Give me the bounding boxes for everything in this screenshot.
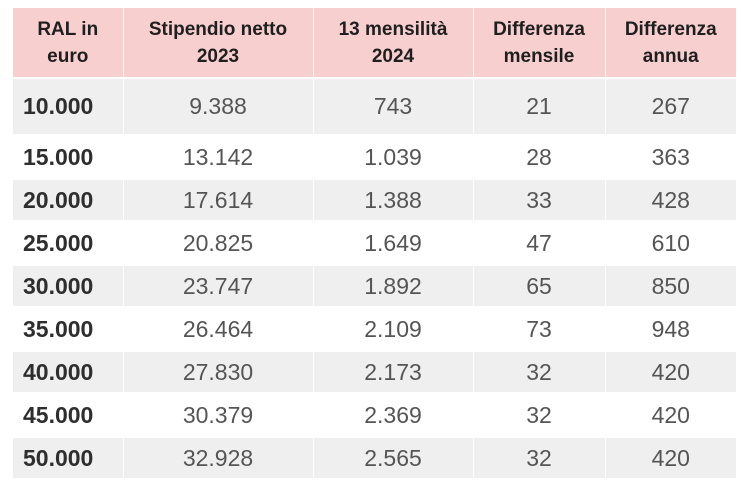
table-row: 25.000 20.825 1.649 47 610 bbox=[13, 221, 736, 266]
salary-table-container: RAL in euro Stipendio netto 2023 13 mensil… bbox=[13, 8, 736, 481]
diff-mensile-cell: 32 bbox=[473, 436, 606, 481]
table-row: 40.000 27.830 2.173 32 420 bbox=[13, 350, 736, 395]
ral-cell: 10.000 bbox=[13, 78, 124, 137]
stipendio-cell: 13.142 bbox=[123, 135, 314, 180]
tredicesima-cell: 1.649 bbox=[313, 221, 474, 266]
stipendio-cell: 30.379 bbox=[123, 393, 314, 438]
stipendio-cell: 20.825 bbox=[123, 221, 314, 266]
diff-mensile-cell: 33 bbox=[473, 178, 606, 223]
diff-annua-cell: 363 bbox=[605, 135, 736, 180]
tredicesima-cell: 1.039 bbox=[313, 135, 474, 180]
ral-cell: 30.000 bbox=[13, 264, 124, 309]
diff-mensile-cell: 28 bbox=[473, 135, 606, 180]
stipendio-cell: 32.928 bbox=[123, 436, 314, 481]
tredicesima-cell: 743 bbox=[313, 78, 474, 137]
table-row: 20.000 17.614 1.388 33 428 bbox=[13, 178, 736, 223]
tredicesima-cell: 1.388 bbox=[313, 178, 474, 223]
stipendio-cell: 17.614 bbox=[123, 178, 314, 223]
diff-mensile-cell: 21 bbox=[473, 78, 606, 137]
ral-cell: 50.000 bbox=[13, 436, 124, 481]
diff-annua-cell: 267 bbox=[605, 78, 736, 137]
ral-cell: 45.000 bbox=[13, 393, 124, 438]
header-stipendio-netto: Stipendio netto 2023 bbox=[123, 8, 314, 79]
tredicesima-cell: 2.173 bbox=[313, 350, 474, 395]
diff-annua-cell: 610 bbox=[605, 221, 736, 266]
diff-annua-cell: 850 bbox=[605, 264, 736, 309]
diff-mensile-cell: 32 bbox=[473, 350, 606, 395]
diff-mensile-cell: 47 bbox=[473, 221, 606, 266]
diff-annua-cell: 420 bbox=[605, 393, 736, 438]
diff-mensile-cell: 65 bbox=[473, 264, 606, 309]
table-row: 45.000 30.379 2.369 32 420 bbox=[13, 393, 736, 438]
table-row: 50.000 32.928 2.565 32 420 bbox=[13, 436, 736, 481]
salary-table: RAL in euro Stipendio netto 2023 13 mensil… bbox=[13, 8, 736, 481]
diff-annua-cell: 428 bbox=[605, 178, 736, 223]
header-row: RAL in euro Stipendio netto 2023 13 mensil… bbox=[13, 8, 736, 79]
table-row: 35.000 26.464 2.109 73 948 bbox=[13, 307, 736, 352]
header-tredicesima: 13 mensilità 2024 bbox=[313, 8, 474, 79]
table-row: 30.000 23.747 1.892 65 850 bbox=[13, 264, 736, 309]
diff-annua-cell: 948 bbox=[605, 307, 736, 352]
table-row: 15.000 13.142 1.039 28 363 bbox=[13, 135, 736, 180]
header-ral: RAL in euro bbox=[13, 8, 124, 79]
stipendio-cell: 23.747 bbox=[123, 264, 314, 309]
table-row: 10.000 9.388 743 21 267 bbox=[13, 78, 736, 137]
tredicesima-cell: 2.109 bbox=[313, 307, 474, 352]
header-differenza-annua: Differenza annua bbox=[605, 8, 736, 79]
diff-annua-cell: 420 bbox=[605, 436, 736, 481]
header-differenza-mensile: Differenza mensile bbox=[473, 8, 606, 79]
table-header: RAL in euro Stipendio netto 2023 13 mensil… bbox=[13, 8, 736, 79]
stipendio-cell: 9.388 bbox=[123, 78, 314, 137]
tredicesima-cell: 1.892 bbox=[313, 264, 474, 309]
tredicesima-cell: 2.369 bbox=[313, 393, 474, 438]
ral-cell: 20.000 bbox=[13, 178, 124, 223]
diff-mensile-cell: 32 bbox=[473, 393, 606, 438]
diff-annua-cell: 420 bbox=[605, 350, 736, 395]
table-body: 10.000 9.388 743 21 267 15.000 13.142 1.039 28 36… bbox=[13, 78, 736, 481]
ral-cell: 40.000 bbox=[13, 350, 124, 395]
diff-mensile-cell: 73 bbox=[473, 307, 606, 352]
ral-cell: 35.000 bbox=[13, 307, 124, 352]
ral-cell: 15.000 bbox=[13, 135, 124, 180]
tredicesima-cell: 2.565 bbox=[313, 436, 474, 481]
stipendio-cell: 26.464 bbox=[123, 307, 314, 352]
ral-cell: 25.000 bbox=[13, 221, 124, 266]
stipendio-cell: 27.830 bbox=[123, 350, 314, 395]
